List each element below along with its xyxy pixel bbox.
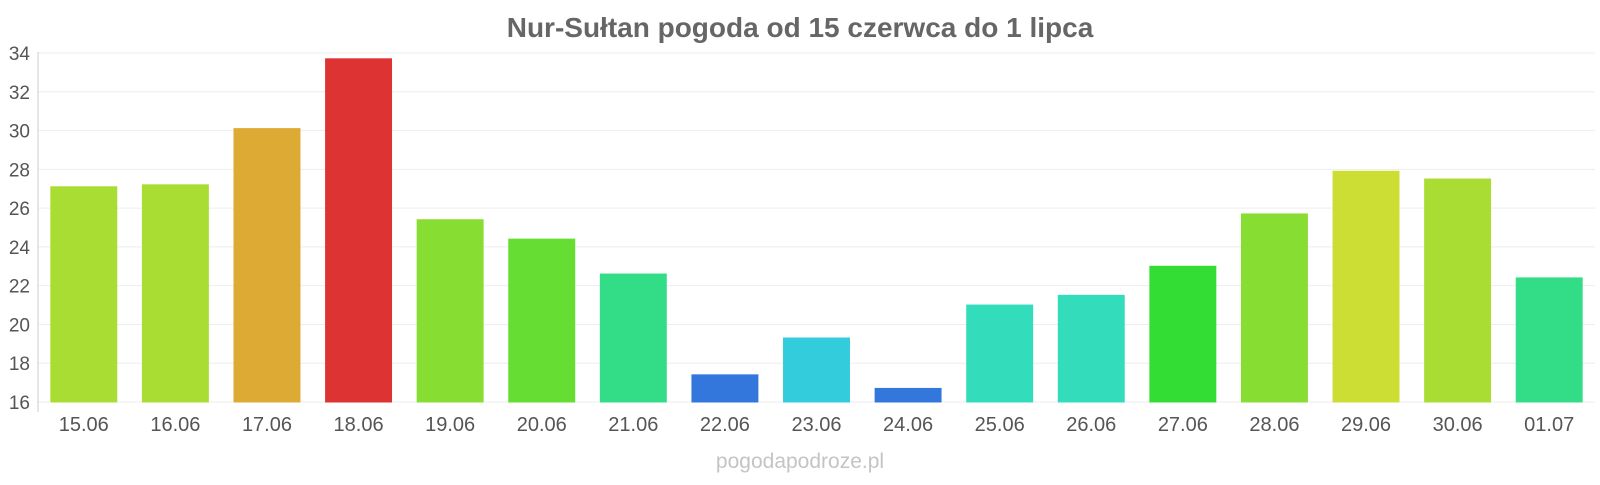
x-tick-label: 25.06 [975,414,1025,436]
x-tick-label: 18.06 [334,414,384,436]
x-tick-label: 01.07 [1524,414,1574,436]
y-tick-label: 28 [9,160,30,181]
bar [783,337,850,403]
bars [50,58,1583,403]
x-tick-label: 24.06 [883,414,933,436]
bar [1240,213,1308,403]
bar [1149,265,1217,403]
bar [1515,277,1583,403]
bar [1424,178,1492,403]
x-tick-label: 23.06 [791,414,841,436]
x-axis-ticks: 15.06 16.06 17.06 18.06 19.06 20.06 21.06 22.06… [59,414,1574,436]
y-tick-label: 18 [9,354,30,375]
bar [1332,170,1400,403]
x-tick-label: 30.06 [1433,414,1483,436]
x-tick-label: 29.06 [1341,414,1391,436]
bar [966,304,1034,403]
x-tick-label: 17.06 [242,414,292,436]
bar [1057,294,1125,403]
y-tick-label: 16 [9,393,30,414]
chart-title: Nur-Sułtan pogoda od 15 czerwca do 1 lip… [507,12,1094,43]
bar [691,374,759,403]
x-tick-label: 19.06 [425,414,475,436]
y-tick-label: 32 [9,83,30,104]
x-tick-label: 15.06 [59,414,109,436]
x-tick-label: 28.06 [1249,414,1299,436]
bar [233,128,301,403]
y-tick-label: 22 [9,277,30,298]
bar [874,387,942,403]
x-tick-label: 27.06 [1158,414,1208,436]
y-tick-label: 34 [9,44,31,65]
x-tick-label: 26.06 [1066,414,1116,436]
y-tick-label: 26 [9,199,30,220]
bar [599,273,667,403]
bar [141,184,209,403]
x-tick-label: 16.06 [150,414,200,436]
y-tick-label: 20 [9,315,30,336]
bar [416,219,484,403]
x-tick-label: 21.06 [608,414,658,436]
bar [325,58,393,403]
source-credit: pogodapodroze.pl [716,450,884,473]
bar [508,238,576,403]
y-tick-label: 30 [9,122,30,143]
x-tick-label: 22.06 [700,414,750,436]
y-axis-ticks: 16 18 20 22 24 26 28 30 32 34 [9,44,31,414]
y-tick-label: 24 [9,238,31,259]
bar [50,186,118,403]
x-tick-label: 20.06 [517,414,567,436]
